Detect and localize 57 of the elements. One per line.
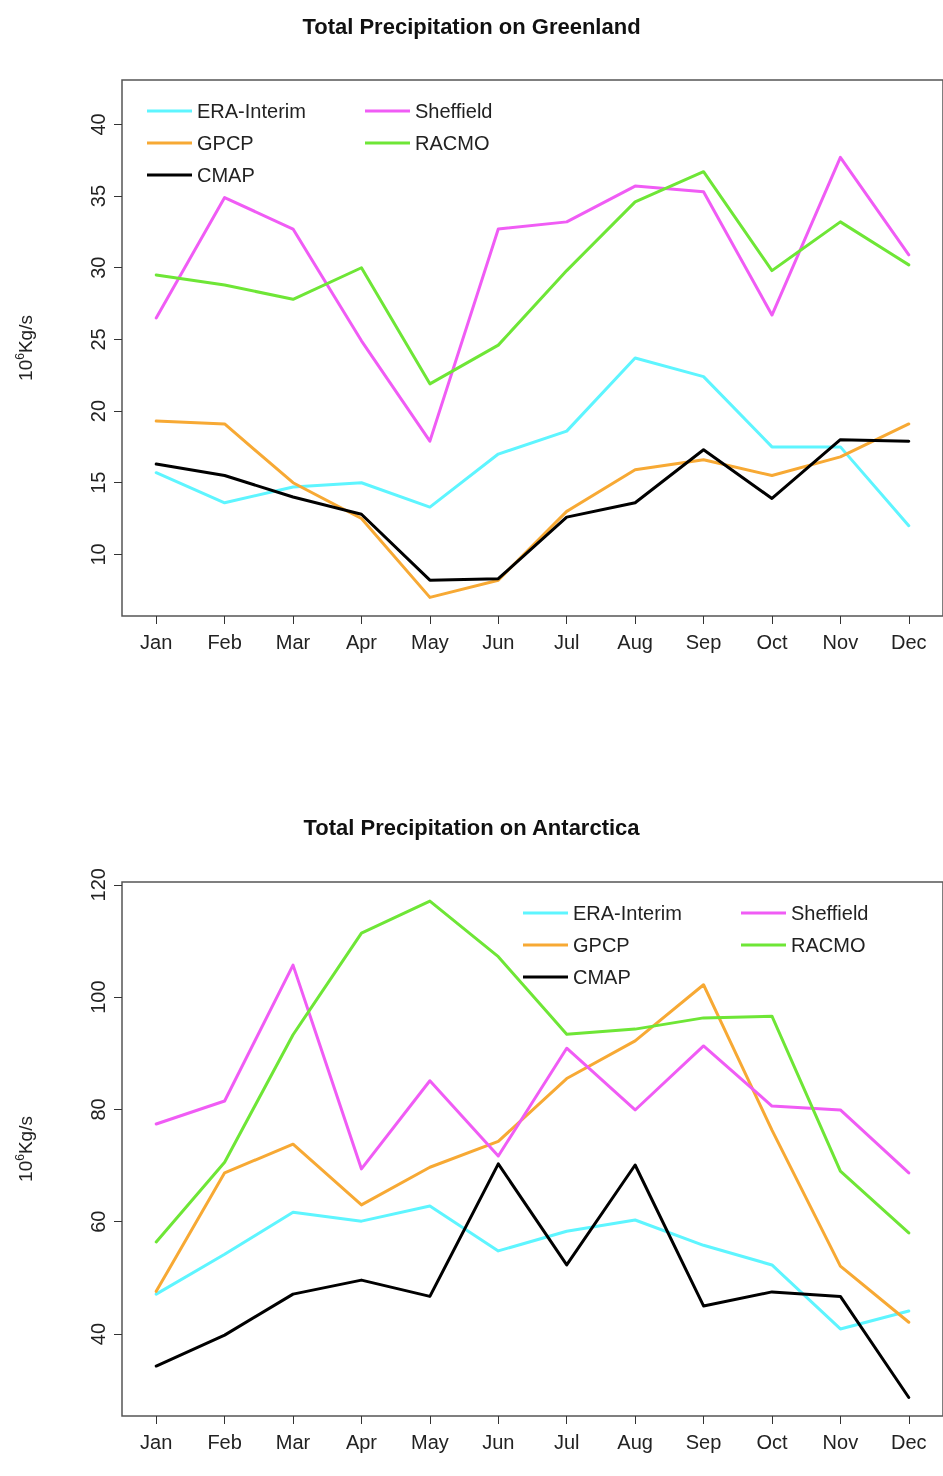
legend-label: GPCP bbox=[573, 934, 630, 956]
y-tick-label: 25 bbox=[87, 328, 109, 351]
x-tick-label: Jun bbox=[482, 1431, 515, 1453]
y-tick-label: 80 bbox=[87, 1098, 109, 1121]
y-tick-label: 30 bbox=[87, 256, 109, 279]
chart-title: Total Precipitation on Antarctica bbox=[303, 814, 641, 840]
y-tick-label: 15 bbox=[87, 471, 109, 494]
x-tick-label: Dec bbox=[891, 1431, 927, 1453]
y-tick-label: 35 bbox=[87, 184, 109, 208]
line-series bbox=[154, 1162, 911, 1399]
x-tick-label: Sep bbox=[685, 1431, 722, 1453]
x-tick-label: Jul bbox=[553, 1431, 580, 1453]
line-series bbox=[154, 1204, 911, 1331]
legend-label: GPCP bbox=[197, 132, 254, 154]
x-tick-label: May bbox=[410, 631, 449, 653]
x-tick-label: May bbox=[410, 1431, 449, 1453]
x-tick-label: Aug bbox=[617, 1431, 653, 1453]
line-series bbox=[154, 438, 911, 582]
x-tick-label: Oct bbox=[756, 1431, 788, 1453]
y-tick-label: 40 bbox=[87, 1322, 109, 1346]
line-series bbox=[154, 356, 911, 528]
line-series bbox=[154, 963, 911, 1175]
line-series bbox=[154, 983, 911, 1324]
y-tick-label: 100 bbox=[87, 980, 109, 1014]
legend-label: CMAP bbox=[573, 966, 631, 988]
line-series bbox=[154, 170, 911, 386]
x-tick-label: Sep bbox=[685, 631, 722, 653]
x-tick-label: Mar bbox=[275, 1431, 311, 1453]
x-tick-label: Aug bbox=[617, 631, 653, 653]
x-tick-label: Nov bbox=[822, 1431, 859, 1453]
y-tick-label: 60 bbox=[87, 1210, 109, 1233]
x-tick-label: Jan bbox=[140, 1431, 173, 1453]
legend-label: RACMO bbox=[415, 132, 490, 154]
x-tick-label: Oct bbox=[756, 631, 788, 653]
legend-label: ERA-Interim bbox=[573, 902, 682, 924]
legend-label: CMAP bbox=[197, 164, 255, 186]
y-tick-label: 20 bbox=[87, 399, 109, 423]
x-tick-label: Apr bbox=[345, 631, 378, 653]
x-tick-label: Apr bbox=[345, 1431, 378, 1453]
x-tick-label: Nov bbox=[822, 631, 859, 653]
x-tick-label: Feb bbox=[207, 631, 242, 653]
legend-label: RACMO bbox=[791, 934, 866, 956]
x-tick-label: Dec bbox=[891, 631, 927, 653]
y-tick-label: 40 bbox=[87, 113, 109, 136]
y-tick-label: 10 bbox=[87, 543, 109, 566]
y-tick-label: 120 bbox=[87, 868, 109, 902]
x-tick-label: Jun bbox=[482, 631, 515, 653]
legend-label: ERA-Interim bbox=[197, 100, 306, 122]
x-tick-label: Jul bbox=[553, 631, 580, 653]
x-tick-label: Jan bbox=[140, 631, 173, 653]
legend-label: Sheffield bbox=[415, 100, 493, 122]
chart-title: Total Precipitation on Greenland bbox=[302, 13, 641, 39]
line-series bbox=[154, 899, 911, 1244]
x-tick-label: Mar bbox=[275, 631, 311, 653]
legend-label: Sheffield bbox=[791, 902, 869, 924]
x-tick-label: Feb bbox=[207, 1431, 242, 1453]
line-series bbox=[154, 155, 911, 443]
